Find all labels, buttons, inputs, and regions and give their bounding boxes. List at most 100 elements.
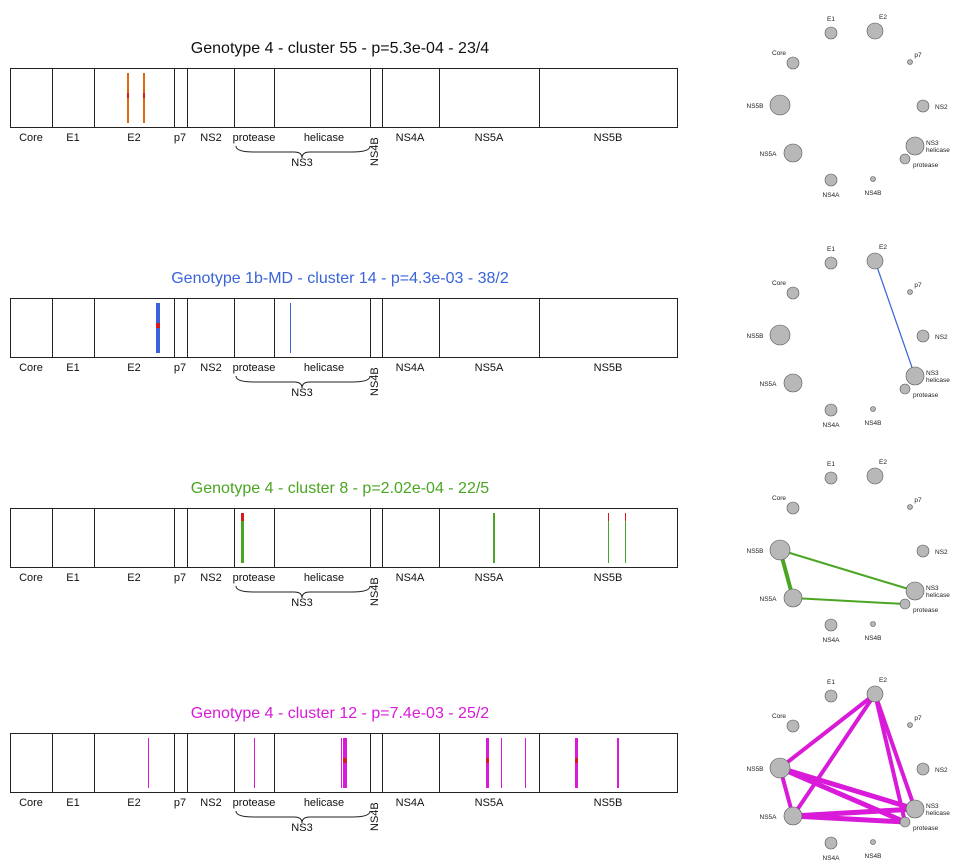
network-node [899,816,911,828]
network-node [786,56,800,70]
network-node [769,324,791,346]
network-node-label: E2 [879,677,887,684]
network-node [783,806,803,826]
network-node-label: E2 [879,244,887,251]
variant-mark [340,738,342,788]
genome-map: Core E1 E2 p7 NS2 protease helicase NS4B NS4A NS5… [10,508,680,628]
region-label: E2 [127,572,141,584]
region-label: protease [232,132,276,144]
network-node [907,722,913,728]
region-label: NS4A [395,132,425,144]
variant-mark [343,738,348,788]
region-label: protease [232,362,276,374]
network-node [916,329,930,343]
region-label: p7 [173,797,187,809]
panel-title: Genotype 1b-MD - cluster 14 - p=4.3e-03 … [171,270,509,287]
network-node [905,581,925,601]
variant-mark [608,513,609,563]
variant-accent [575,758,579,763]
network-node [870,176,876,182]
network-node [899,383,911,395]
variant-mark [253,738,255,788]
region-boundary [187,68,188,128]
region-label: NS5A [474,362,504,374]
region-boundary [187,298,188,358]
network-node-label: protease [913,162,939,169]
variant-accent [240,513,244,521]
region-boundary [439,508,440,568]
network-node-label: NS5B [747,333,764,340]
region-boundary [370,298,371,358]
region-label: NS2 [200,797,222,809]
variant-mark [143,73,146,123]
network-node [905,136,925,156]
region-label: E1 [66,797,80,809]
network-node [783,143,803,163]
region-boundary [439,733,440,793]
network-node [899,598,911,610]
region-label: Core [19,797,43,809]
variant-accent [127,93,130,98]
region-label: Core [19,362,43,374]
region-boundary [439,298,440,358]
region-boundary [234,298,235,358]
ns3-brace [235,375,371,389]
variant-accent [608,513,609,521]
network-node [824,471,838,485]
network-edge [792,597,906,605]
network-node [907,504,913,510]
region-boundary [52,68,53,128]
network-node-label: helicase [926,377,950,384]
network-node-label: NS4B [865,853,882,860]
network-node [870,839,876,845]
region-boundary [234,733,235,793]
network-node-label: NS4A [823,637,841,644]
genome-map: Core E1 E2 p7 NS2 protease helicase NS4B NS4A NS5… [10,68,680,188]
region-label: NS5B [593,132,623,144]
region-boundary [94,508,95,568]
network-node-label: E1 [827,246,835,253]
region-label: NS5A [474,797,504,809]
region-boundary [234,68,235,128]
network-node-label: Core [772,50,786,57]
network-node-label: NS3 [926,585,939,592]
region-boundary [382,733,383,793]
region-boundary [174,508,175,568]
network-node-label: NS4A [823,422,841,429]
variant-mark [617,738,620,788]
network-node-label: NS2 [935,334,948,341]
panel-title: Genotype 4 - cluster 12 - p=7.4e-03 - 25… [190,705,490,722]
region-label: helicase [303,132,345,144]
region-label: E1 [66,362,80,374]
panel-title: Genotype 4 - cluster 8 - p=2.02e-04 - 22… [190,480,490,497]
region-boundary [274,508,275,568]
network-node [824,256,838,270]
network-node [866,22,884,40]
network-edge [874,260,916,377]
region-boundary [174,68,175,128]
region-label: Core [19,572,43,584]
network-edge [778,692,877,770]
network-node-label: helicase [926,147,950,154]
network-node [916,99,930,113]
network-node-label: NS5A [760,381,778,388]
network-node-label: NS2 [935,104,948,111]
variant-mark [524,738,526,788]
network-edge [779,549,916,592]
region-boundary [539,298,540,358]
network-node-label: Core [772,495,786,502]
network-node [866,685,884,703]
ns3-label: NS3 [291,387,313,399]
network-node-label: helicase [926,592,950,599]
network-node-label: E1 [827,461,835,468]
region-label: helicase [303,797,345,809]
ns3-brace [235,145,371,159]
region-boundary [370,733,371,793]
region-boundary [382,68,383,128]
region-boundary [439,68,440,128]
network-node-label: E1 [827,16,835,23]
region-label: Core [19,132,43,144]
network-node [905,366,925,386]
genome-map: Core E1 E2 p7 NS2 protease helicase NS4B NS4A NS5… [10,733,680,853]
network-node [866,467,884,485]
